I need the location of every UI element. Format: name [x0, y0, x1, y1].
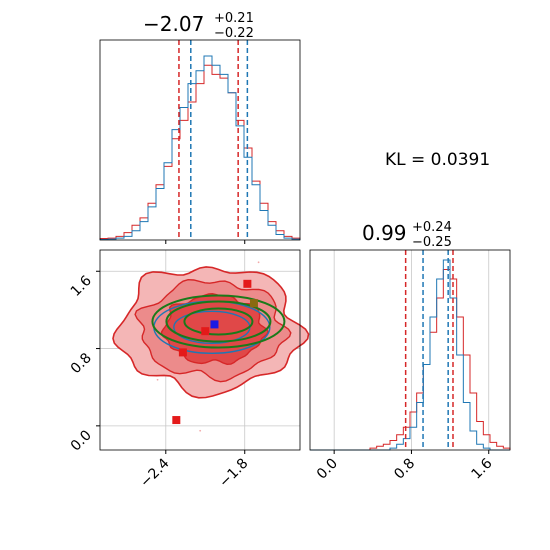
joint-frame — [99, 249, 301, 451]
hist2-red-series — [310, 269, 511, 451]
joint-red-marker-3 — [172, 416, 181, 425]
param1-title: −2.07 +0.21 −0.22 — [143, 11, 254, 41]
param2-minus: −0.25 — [412, 235, 452, 250]
joint-blue-marker-0 — [210, 320, 219, 329]
joint-density-panel — [96, 249, 310, 454]
hist1-blue-series — [99, 55, 301, 240]
kl-annotation: KL = 0.0391 — [385, 150, 490, 170]
joint-ytick-label-0: 0.0 — [68, 427, 95, 454]
hist2-xtick-label-2: 1.6 — [469, 455, 496, 482]
param2-title: 0.99 +0.24 −0.25 — [362, 220, 452, 250]
histogram-param2-panel — [309, 249, 511, 454]
joint-ytick-label-1: 0.8 — [68, 350, 95, 377]
joint-green-contour-inner — [183, 307, 254, 336]
joint-sample-point — [257, 261, 260, 264]
hist2-xtick-label-1: 0.8 — [391, 456, 418, 483]
joint-sample-point — [199, 429, 202, 432]
param1-minus: −0.22 — [214, 26, 254, 41]
hist1-frame — [99, 39, 301, 241]
hist1-red-series — [99, 64, 301, 240]
joint-green-contour-outer — [151, 294, 286, 349]
joint-green-contour-mid — [165, 300, 272, 343]
joint-xtick-label-0: −2.4 — [137, 455, 172, 490]
hist2-xtick-label-0: 0.0 — [314, 456, 341, 483]
joint-olive-marker-0 — [249, 299, 258, 308]
param1-median: −2.07 — [143, 12, 204, 36]
param2-plus: +0.24 — [412, 220, 452, 235]
param2-median: 0.99 — [362, 221, 407, 245]
joint-red-marker-0 — [243, 279, 252, 288]
hist2-frame — [309, 249, 511, 451]
joint-sample-point — [156, 378, 159, 381]
joint-red-marker-1 — [201, 327, 210, 336]
joint-red-marker-2 — [178, 348, 187, 357]
param1-plus: +0.21 — [214, 11, 254, 26]
joint-ytick-label-2: 1.6 — [68, 273, 95, 300]
histogram-param1-panel — [99, 39, 301, 244]
joint-xtick-label-1: −1.8 — [216, 456, 251, 491]
